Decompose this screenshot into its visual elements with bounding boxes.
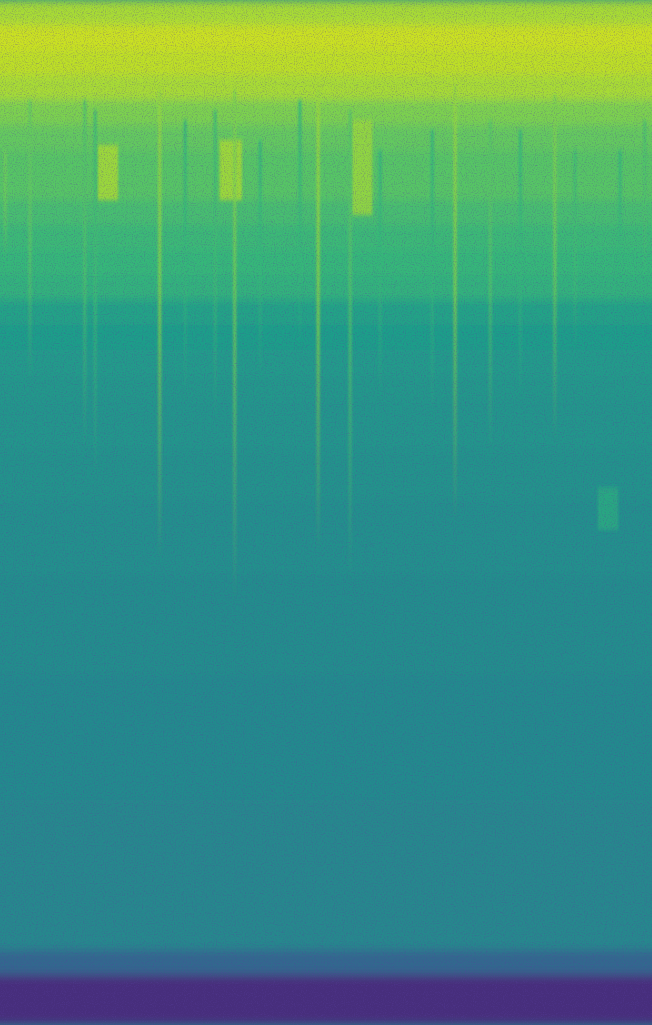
- spectrogram: [0, 0, 652, 1025]
- noise-texture: [0, 0, 652, 1025]
- cells: [0, 0, 652, 1025]
- plot-area: [0, 0, 652, 1025]
